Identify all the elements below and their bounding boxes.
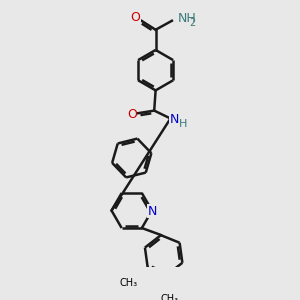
Text: O: O	[130, 11, 140, 24]
Text: 2: 2	[189, 18, 196, 28]
Text: N: N	[148, 205, 157, 218]
Text: CH₃: CH₃	[161, 294, 179, 300]
Text: O: O	[127, 108, 137, 121]
Text: NH: NH	[178, 12, 197, 25]
Text: N: N	[170, 112, 179, 125]
Text: H: H	[179, 118, 187, 128]
Text: CH₃: CH₃	[119, 278, 137, 288]
